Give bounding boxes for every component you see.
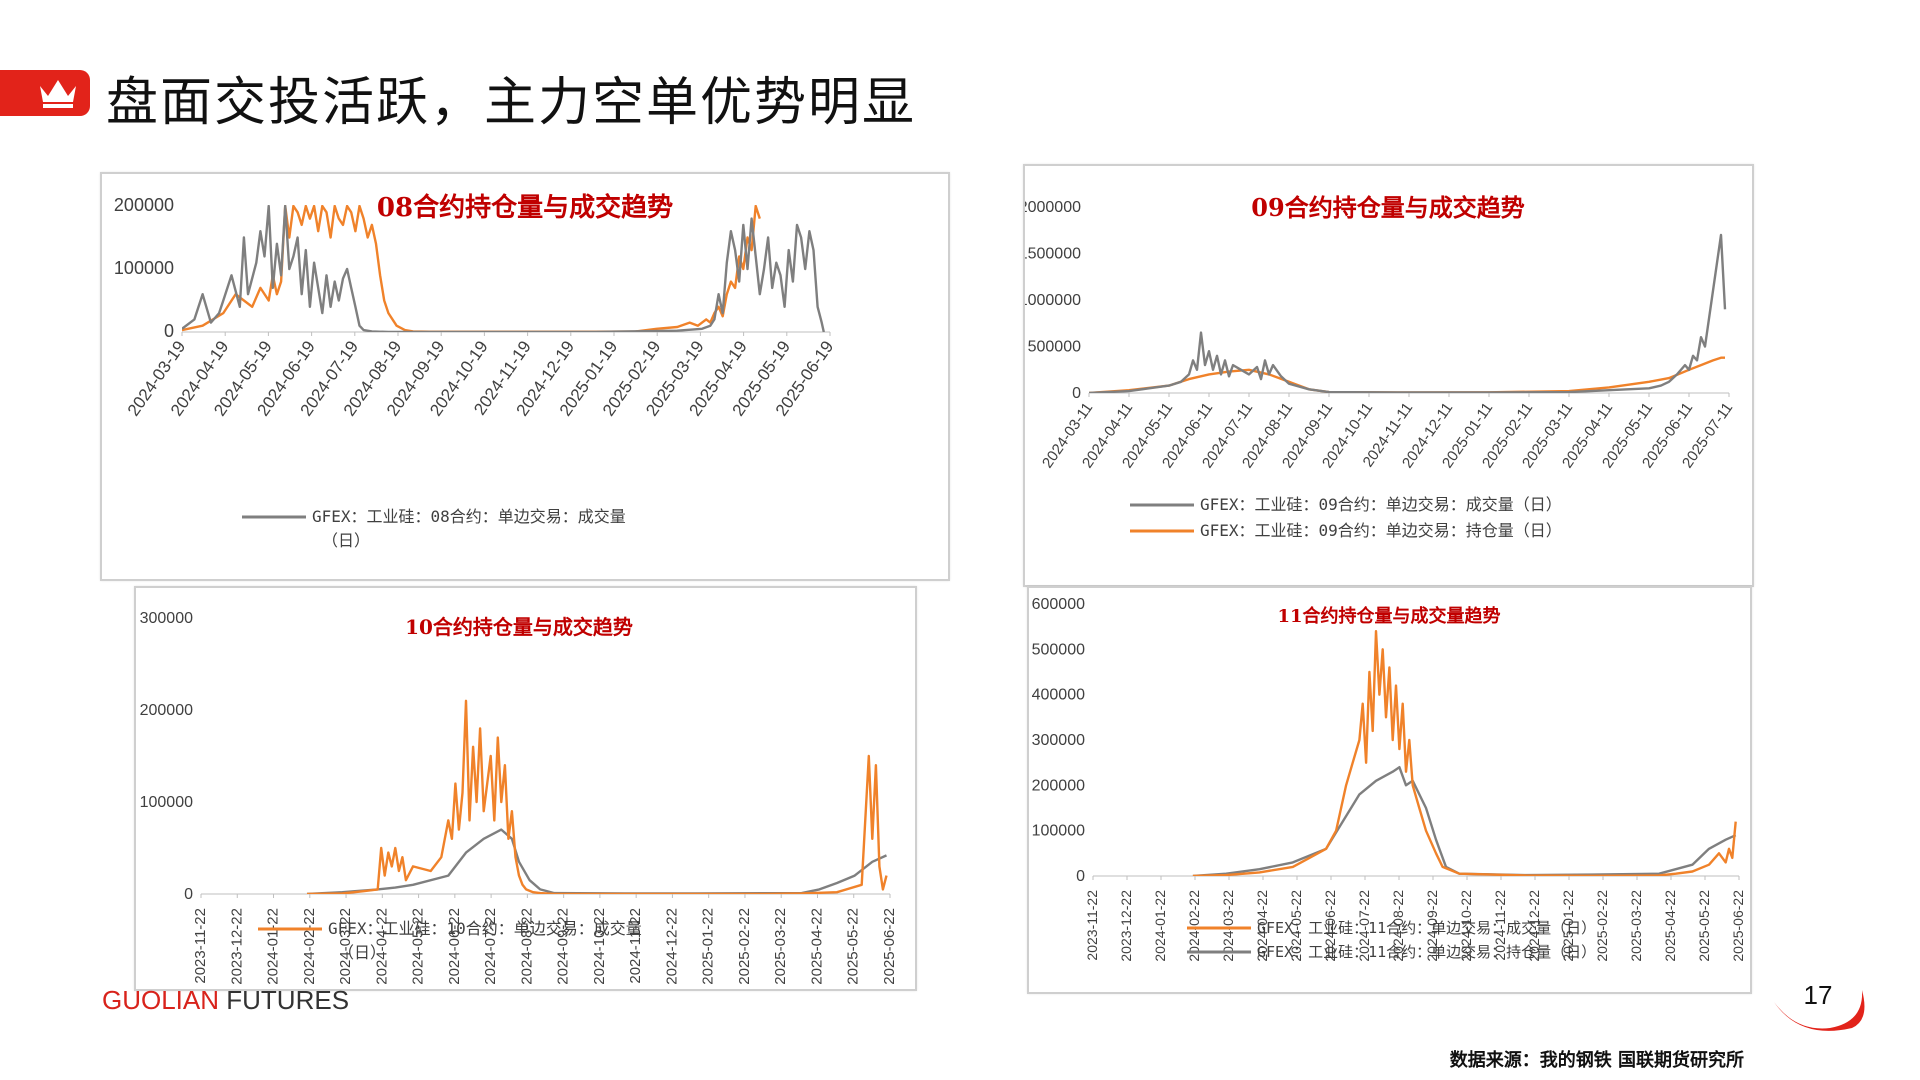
- y-tick-label: 100000: [114, 258, 174, 278]
- x-tick-label: 2024-01-22: [265, 908, 282, 985]
- x-tick-label: 2024-07-22: [1356, 890, 1372, 962]
- chart-panel-09: 09合约持仓量与成交趋势 0 500000 1000000 1500000 2000000…: [1023, 164, 1754, 587]
- legend-label: GFEX：工业硅：09合约：单边交易：成交量（日）: [1200, 495, 1562, 514]
- chart-title: 09合约持仓量与成交趋势: [1251, 193, 1524, 222]
- x-tick-label: 2025-04-22: [1662, 890, 1678, 962]
- series-group: [182, 205, 825, 332]
- x-tick-label: 2024-11-22: [627, 908, 644, 984]
- x-tick-label: 2025-02-22: [736, 908, 753, 985]
- x-tick-label: 2024-03-22: [1220, 890, 1236, 962]
- y-tick-label: 600000: [1032, 596, 1085, 613]
- x-tick-label: 2025-02-22: [1594, 890, 1610, 962]
- chart-10: 10合约持仓量与成交趋势 0 100000 200000 300000 2023-11-2…: [140, 610, 898, 985]
- chart-panel-08: 08合约持仓量与成交趋势 0 100000 200000 2024-03-19 2024-…: [100, 172, 950, 581]
- legend-label: GFEX：工业硅：10合约：单边交易：成交量: [328, 919, 642, 938]
- x-tick-label: 2025-01-22: [1560, 890, 1576, 962]
- x-tick-label: 2024-03-22: [337, 908, 354, 985]
- page-number-badge: 17: [1770, 980, 1866, 1040]
- brand-logo-text: GUOLIAN FUTURES: [102, 985, 349, 1016]
- chart-09: 09合约持仓量与成交趋势 0 500000 1000000 1500000 2000000…: [1025, 193, 1736, 540]
- x-tick-label: 2025-06-22: [881, 908, 898, 985]
- x-tick-label: 2025-05-22: [1696, 890, 1712, 962]
- y-tick-label: 0: [1076, 868, 1085, 885]
- x-tick-label: 2024-02-22: [301, 908, 318, 985]
- x-tick-label: 2023-12-22: [228, 908, 245, 985]
- x-tick-label: 2024-12-22: [663, 908, 680, 985]
- x-tick-label: 2024-05-22: [410, 908, 427, 985]
- x-tick-label: 2025-05-22: [845, 908, 862, 985]
- series-line: [1192, 765, 1737, 876]
- x-tick-label: 2024-04-22: [1254, 890, 1270, 962]
- legend-label: GFEX：工业硅：08合约：单边交易：成交量: [312, 507, 626, 526]
- x-tick-label: 2024-10-22: [1458, 890, 1474, 962]
- x-tick-label: 2024-08-22: [518, 908, 535, 985]
- y-tick-label: 0: [184, 886, 193, 903]
- chart-title: 08合约持仓量与成交趋势: [377, 192, 673, 223]
- x-tick-label: 2024-08-22: [1390, 890, 1406, 962]
- y-tick-label: 200000: [1032, 777, 1085, 794]
- y-tick-label: 100000: [140, 794, 193, 811]
- chart-title: 11合约持仓量与成交量趋势: [1277, 605, 1500, 627]
- x-tick-label: 2024-07-22: [482, 908, 499, 985]
- legend-label-cont: （日）: [322, 531, 370, 550]
- series-line: [306, 699, 888, 894]
- series-line: [1089, 233, 1727, 393]
- series-group: [1192, 630, 1737, 876]
- y-tick-label: 1000000: [1025, 292, 1081, 309]
- series-line: [182, 205, 825, 332]
- page-title: 盘面交投活跃，主力空单优势明显: [106, 73, 917, 133]
- x-tick-label: 2023-11-22: [192, 908, 209, 984]
- x-tick-label: 2024-12-22: [1526, 890, 1542, 962]
- y-tick-label: 300000: [1032, 732, 1085, 749]
- y-tick-label: 500000: [1028, 339, 1081, 356]
- legend-label: GFEX：工业硅：11合约：单边交易：持仓量（日）: [1257, 943, 1596, 961]
- chart-panel-11: 11合约持仓量与成交量趋势 0 100000 200000 300000 400000 50…: [1027, 586, 1752, 994]
- legend-label-cont: （日）: [338, 943, 386, 962]
- y-tick-label: 500000: [1032, 641, 1085, 658]
- y-tick-label: 1500000: [1025, 246, 1081, 263]
- y-tick-label: 0: [1072, 385, 1081, 402]
- x-tick-label: 2024-11-22: [1492, 890, 1508, 961]
- x-tick-label: 2024-06-22: [446, 908, 463, 985]
- chart-panel-10: 10合约持仓量与成交趋势 0 100000 200000 300000 2023-11-2…: [134, 586, 917, 991]
- brand-rest: FUTURES: [219, 985, 350, 1015]
- legend-label: GFEX：工业硅：11合约：单边交易：成交量（日）: [1257, 919, 1596, 937]
- x-tick-label: 2024-10-22: [591, 908, 608, 985]
- x-tick-label: 2024-05-22: [1288, 890, 1304, 962]
- x-tick-label: 2025-03-22: [1628, 890, 1644, 962]
- x-tick-label: 2025-04-22: [808, 908, 825, 985]
- series-line: [1089, 356, 1725, 393]
- y-tick-label: 2000000: [1025, 199, 1081, 216]
- series-line: [306, 828, 887, 894]
- brand-red: GUOLIAN: [102, 985, 220, 1015]
- series-line: [1192, 630, 1737, 876]
- y-tick-label: 0: [164, 321, 174, 341]
- y-tick-label: 300000: [140, 610, 193, 627]
- chart-11: 11合约持仓量与成交量趋势 0 100000 200000 300000 400000 50…: [1032, 596, 1746, 962]
- y-tick-label: 100000: [1032, 823, 1085, 840]
- legend-label: GFEX：工业硅：09合约：单边交易：持仓量（日）: [1200, 521, 1562, 540]
- crown-icon: [40, 80, 76, 108]
- x-tick-label: 2023-12-22: [1118, 890, 1134, 962]
- x-tick-label: 2024-09-22: [555, 908, 572, 985]
- series-group: [306, 699, 888, 894]
- chart-title: 10合约持仓量与成交趋势: [405, 615, 633, 639]
- series-group: [1089, 233, 1727, 393]
- y-tick-label: 200000: [140, 702, 193, 719]
- title-accent-block: [0, 70, 90, 116]
- x-tick-label: 2024-01-22: [1152, 890, 1168, 962]
- x-tick-label: 2024-02-22: [1186, 890, 1202, 962]
- x-tick-label: 2025-06-22: [1730, 890, 1746, 962]
- data-source: 数据来源：我的钢铁 国联期货研究所: [1449, 1050, 1744, 1071]
- x-tick-label: 2024-04-22: [373, 908, 390, 985]
- y-tick-label: 200000: [114, 195, 174, 215]
- x-tick-label: 2024-06-22: [1322, 890, 1338, 962]
- x-tick-label: 2025-03-22: [772, 908, 789, 985]
- x-tick-label: 2024-09-22: [1424, 890, 1440, 962]
- chart-08: 08合约持仓量与成交趋势01000002000002024-03-192024-…: [114, 192, 837, 550]
- x-tick-label: 2025-01-22: [700, 908, 717, 985]
- y-tick-label: 400000: [1032, 687, 1085, 704]
- x-tick-label: 2023-11-22: [1084, 890, 1100, 961]
- page-number: 17: [1803, 980, 1833, 1010]
